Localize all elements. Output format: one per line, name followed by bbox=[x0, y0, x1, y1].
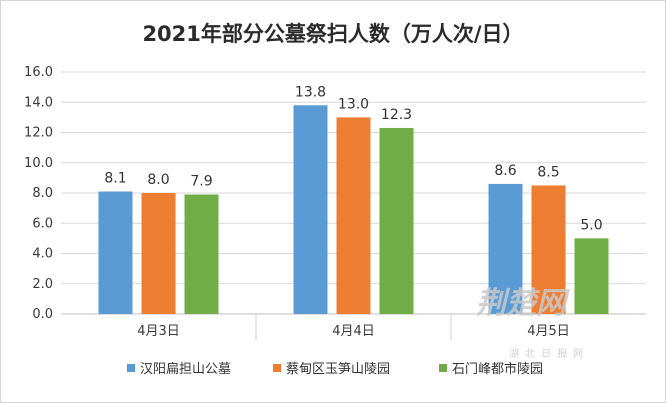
legend-label: 蔡甸区玉笋山陵园 bbox=[286, 361, 390, 377]
y-tick-label: 6.0 bbox=[32, 216, 53, 231]
x-axis: 4月3日 4月4日 4月5日 bbox=[137, 314, 570, 340]
legend-label: 石门峰都市陵园 bbox=[452, 361, 543, 377]
y-tick-label: 2.0 bbox=[32, 277, 53, 292]
bar bbox=[293, 105, 328, 315]
watermark: 荆楚网 湖北日报网 bbox=[476, 286, 589, 360]
data-label: 8.0 bbox=[147, 172, 169, 188]
bar bbox=[379, 127, 414, 315]
data-label: 12.3 bbox=[381, 107, 412, 123]
chart-title: 2021年部分公墓祭扫人数（万人次/日） bbox=[142, 22, 523, 46]
watermark-logo: 荆楚网 bbox=[476, 286, 570, 321]
data-label: 8.5 bbox=[537, 164, 559, 180]
bar bbox=[531, 185, 566, 314]
bars bbox=[98, 105, 609, 315]
y-axis: 0.0 2.0 4.0 6.0 8.0 10.0 12.0 14.0 16.0 bbox=[24, 65, 53, 322]
legend: 汉阳扁担山公墓 蔡甸区玉笋山陵园 石门峰都市陵园 bbox=[127, 361, 543, 377]
bar bbox=[574, 238, 609, 314]
x-category-label: 4月5日 bbox=[527, 324, 570, 339]
watermark-subtitle: 湖北日报网 bbox=[509, 347, 589, 360]
data-label: 13.0 bbox=[338, 96, 369, 112]
y-tick-label: 4.0 bbox=[32, 247, 53, 262]
bar bbox=[336, 117, 371, 314]
bar bbox=[98, 191, 133, 314]
data-label: 13.8 bbox=[295, 84, 326, 100]
bar bbox=[184, 194, 219, 314]
data-label: 8.6 bbox=[494, 163, 516, 179]
bar bbox=[488, 183, 523, 314]
data-labels: 8.1 8.0 7.9 13.8 13.0 12.3 8.6 8.5 5.0 bbox=[104, 84, 602, 233]
legend-swatch bbox=[439, 364, 447, 372]
y-tick-label: 0.0 bbox=[32, 307, 53, 322]
y-tick-label: 12.0 bbox=[24, 126, 53, 141]
legend-swatch bbox=[273, 364, 281, 372]
x-category-label: 4月4日 bbox=[332, 324, 375, 339]
y-tick-label: 10.0 bbox=[24, 156, 53, 171]
y-tick-label: 16.0 bbox=[24, 65, 53, 80]
y-tick-label: 14.0 bbox=[24, 95, 53, 110]
y-tick-label: 8.0 bbox=[32, 186, 53, 201]
data-label: 7.9 bbox=[190, 174, 212, 190]
data-label: 5.0 bbox=[580, 217, 602, 233]
bar bbox=[141, 193, 176, 314]
legend-swatch bbox=[127, 364, 135, 372]
data-label: 8.1 bbox=[104, 170, 126, 186]
legend-label: 汉阳扁担山公墓 bbox=[140, 362, 231, 377]
x-category-label: 4月3日 bbox=[137, 324, 180, 339]
